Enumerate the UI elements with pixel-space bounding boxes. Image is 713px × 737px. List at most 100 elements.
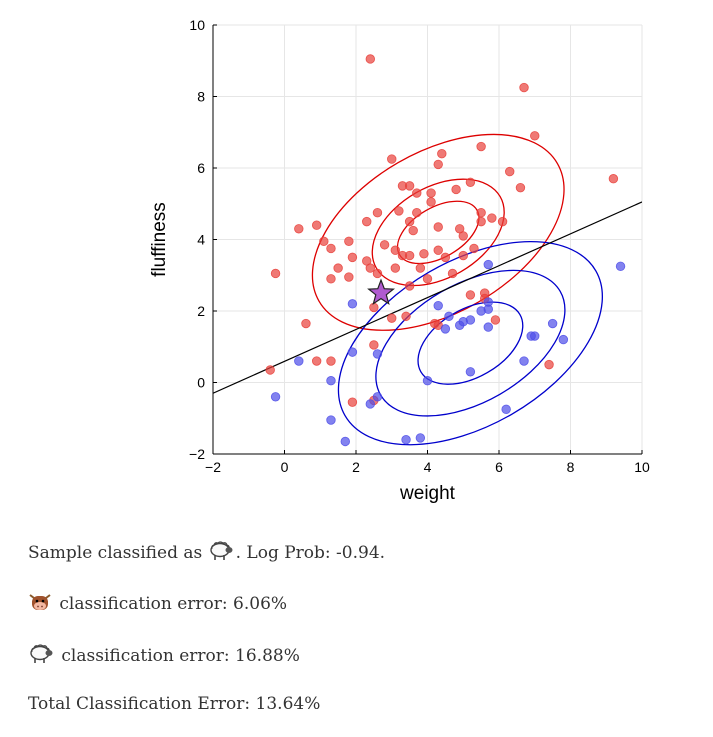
sheep-point bbox=[615, 261, 626, 272]
sheep-point bbox=[440, 324, 451, 334]
x-axis-label: weight bbox=[399, 483, 456, 504]
sheep-point bbox=[547, 318, 558, 329]
cow-point bbox=[465, 177, 476, 188]
cow-point bbox=[505, 166, 515, 177]
cow-point bbox=[311, 356, 322, 366]
cow-point bbox=[369, 340, 379, 350]
cow-point bbox=[301, 318, 311, 329]
cow-point bbox=[515, 182, 526, 193]
sheep-point bbox=[415, 433, 426, 443]
cow-point bbox=[608, 174, 619, 184]
x-tick-label: −2 bbox=[205, 459, 221, 475]
y-tick-label: 0 bbox=[197, 375, 205, 391]
sheep-point bbox=[270, 392, 281, 402]
cow-point bbox=[333, 263, 343, 273]
cow-point bbox=[344, 272, 354, 282]
sheep-point bbox=[294, 356, 304, 366]
sheep-point bbox=[340, 436, 350, 447]
x-tick-label: 6 bbox=[495, 459, 503, 475]
x-tick-label: 4 bbox=[424, 459, 432, 475]
decision-boundary-line bbox=[213, 201, 642, 394]
cow-point bbox=[401, 311, 411, 322]
cow-point bbox=[433, 245, 443, 255]
sheep-error-line: classification error: 16.88% bbox=[28, 643, 300, 670]
cow-point bbox=[419, 249, 429, 259]
cow-point bbox=[344, 236, 354, 246]
total-error-line: Total Classification Error: 13.64% bbox=[28, 694, 320, 714]
cow-point bbox=[426, 188, 436, 198]
sheep-point bbox=[401, 435, 411, 445]
cow-point bbox=[365, 263, 376, 273]
cow-point bbox=[437, 148, 447, 159]
cow-point bbox=[465, 290, 476, 300]
cow-point bbox=[369, 302, 379, 313]
cow-contour bbox=[311, 133, 565, 331]
cow-point bbox=[408, 225, 418, 236]
cow-point bbox=[372, 207, 383, 218]
cow-point bbox=[476, 141, 486, 152]
y-axis-label: fluffiness bbox=[149, 202, 170, 277]
sheep-point bbox=[326, 415, 336, 425]
sheep-error-text: classification error: 16.88% bbox=[61, 646, 300, 666]
cow-point bbox=[387, 154, 397, 164]
sheep-point bbox=[501, 404, 511, 415]
sample-star bbox=[367, 278, 396, 305]
cow-point bbox=[404, 181, 415, 191]
y-tick-label: −2 bbox=[189, 446, 205, 462]
cow-point bbox=[390, 263, 401, 273]
sheep-point bbox=[530, 331, 540, 341]
x-tick-label: 8 bbox=[567, 459, 575, 475]
cow-point bbox=[458, 250, 468, 261]
sheep-contour bbox=[375, 269, 566, 417]
cow-point bbox=[530, 131, 540, 141]
cow-point bbox=[497, 216, 508, 227]
cow-point bbox=[487, 213, 497, 223]
cow-point bbox=[433, 159, 443, 170]
cow-point bbox=[422, 274, 433, 284]
cow-point bbox=[365, 54, 376, 64]
cow-point bbox=[490, 315, 501, 325]
sheep-point bbox=[444, 311, 454, 322]
cow-point bbox=[347, 397, 358, 407]
cow-point bbox=[476, 207, 486, 218]
cow-point bbox=[469, 243, 479, 254]
cow-point bbox=[519, 82, 529, 93]
cow-point bbox=[390, 245, 401, 255]
sheep-icon bbox=[208, 540, 234, 567]
sheep-icon bbox=[28, 643, 54, 670]
x-tick-label: 2 bbox=[352, 459, 360, 475]
cow-point bbox=[404, 250, 415, 261]
sheep-point bbox=[347, 299, 358, 309]
grid bbox=[212, 24, 643, 455]
sheep-point bbox=[465, 367, 476, 377]
sheep-point bbox=[372, 349, 383, 359]
sheep-point bbox=[326, 376, 336, 386]
sheep-contour bbox=[417, 301, 524, 385]
cow-point bbox=[447, 268, 458, 279]
cow-point bbox=[311, 220, 322, 230]
x-tick-label: 10 bbox=[634, 459, 650, 475]
decision-boundary bbox=[213, 201, 642, 394]
x-tick-label: 0 bbox=[281, 459, 289, 475]
sheep-point bbox=[483, 304, 493, 314]
y-tick-label: 10 bbox=[189, 17, 205, 33]
sheep-point bbox=[372, 392, 383, 402]
cow-error-line: classification error: 6.06% bbox=[28, 591, 287, 618]
sheep-point bbox=[347, 347, 358, 357]
cow-point bbox=[387, 313, 397, 323]
y-tick-label: 8 bbox=[197, 89, 205, 105]
cow-point bbox=[347, 252, 358, 263]
classified-suffix: . Log Prob: -0.94. bbox=[235, 543, 386, 563]
cow-point bbox=[412, 188, 422, 198]
classified-prefix: Sample classified as bbox=[28, 543, 203, 563]
sample-marker bbox=[367, 278, 396, 305]
y-tick-label: 2 bbox=[197, 303, 205, 319]
scatter-chart: −2 0 2 4 6 8 10 −2 0 2 4 6 8 10 weight fluffiness bbox=[149, 17, 650, 504]
sheep-point bbox=[483, 322, 493, 332]
cow-point bbox=[319, 236, 329, 246]
cow-point bbox=[440, 252, 451, 263]
cow-point bbox=[362, 216, 372, 227]
sheep-point bbox=[454, 320, 465, 331]
y-tick-label: 4 bbox=[197, 232, 205, 248]
cow-point bbox=[326, 356, 336, 366]
